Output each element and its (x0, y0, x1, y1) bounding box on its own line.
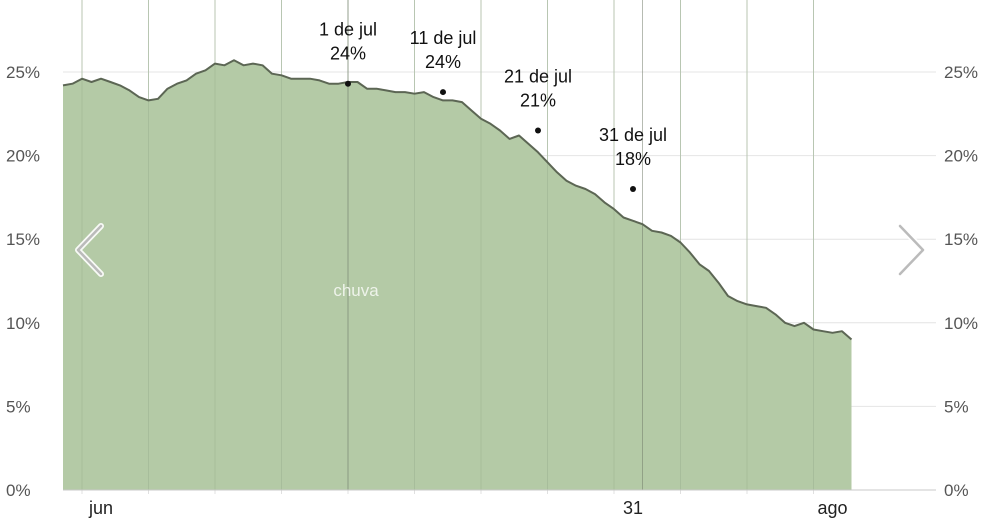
x-tick-label: 31 (623, 498, 643, 518)
y-tick-label-right: 20% (944, 147, 978, 166)
annotation-date-label: 31 de jul (599, 125, 667, 145)
annotation-date-label: 11 de jul (410, 28, 477, 48)
annotation-value-label: 21% (520, 91, 556, 111)
axes: 0% 0% 5% 5% 10% 10% 15% 15% 20% 20% 25% 25% jun 31 ago (6, 63, 978, 518)
annotation-value-label: 24% (425, 52, 461, 72)
annotation-date-label: 1 de jul (319, 20, 377, 40)
annotation-date-label: 21 de jul (504, 67, 572, 87)
annotation-dot (345, 80, 351, 87)
chevron-outline (897, 223, 926, 277)
annotation-dot (535, 127, 541, 134)
y-tick-label-right: 5% (944, 397, 969, 416)
y-tick-label-left: 10% (6, 314, 40, 333)
rain-line (62, 59, 853, 341)
y-tick-label-right: 15% (944, 230, 978, 249)
annotation-value-label: 18% (615, 149, 651, 169)
y-tick-label-left: 5% (6, 397, 31, 416)
x-tick-label: jun (88, 498, 113, 518)
annotations: 1 de jul 24% 11 de jul 24% 21 de jul 21% 31 de… (319, 20, 667, 193)
annotation-dot (630, 186, 636, 193)
next-arrow-icon[interactable]: › (897, 223, 926, 277)
y-tick-label-right: 0% (944, 481, 969, 500)
series-label: chuva (333, 281, 379, 300)
navigation[interactable]: ‹› (75, 223, 926, 277)
annotation-value-label: 24% (330, 44, 366, 64)
y-tick-label-left: 20% (6, 147, 40, 166)
y-tick-label-left: 25% (6, 63, 40, 82)
x-tick-label: ago (817, 498, 847, 518)
y-tick-label-left: 0% (6, 481, 31, 500)
annotation-dot (440, 89, 446, 96)
chevron-stroke (898, 224, 925, 276)
prev-arrow-icon[interactable]: ‹ (75, 223, 104, 277)
rain-area (63, 60, 852, 491)
y-tick-label-right: 25% (944, 63, 978, 82)
y-tick-label-right: 10% (944, 314, 978, 333)
chevron-stroke (76, 224, 103, 276)
y-tick-label-left: 15% (6, 230, 40, 249)
data-area: chuva (62, 0, 853, 491)
